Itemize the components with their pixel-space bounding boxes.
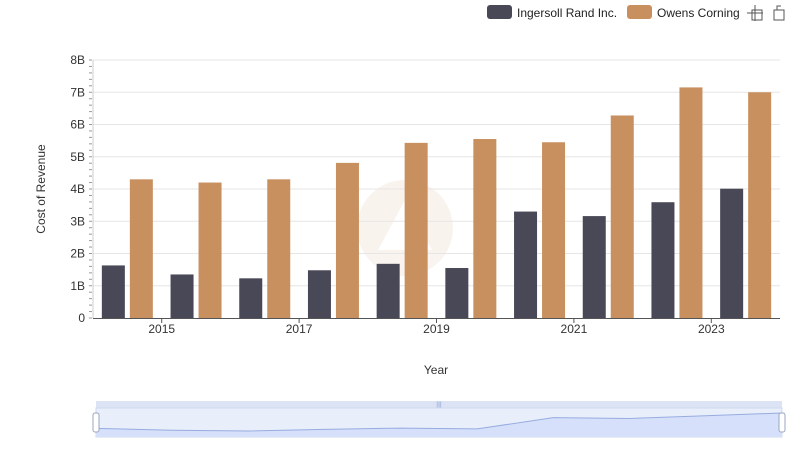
bar-ingersoll-2020[interactable] — [514, 211, 538, 318]
y-tick-label: 8B — [70, 53, 85, 67]
bar-ingersoll-2014[interactable] — [101, 265, 125, 318]
bar-owens-2020[interactable] — [542, 142, 566, 318]
navigator-line — [95, 412, 783, 432]
x-tick-label: 2023 — [698, 322, 725, 336]
legend-swatch-ingersoll — [487, 5, 512, 19]
x-tick-label: 2019 — [423, 322, 450, 336]
y-axis-title: Cost of Revenue — [34, 144, 48, 234]
data-zoom-navigator[interactable]: ||| — [92, 401, 786, 438]
legend-swatch-owens — [627, 5, 652, 19]
legend-item-ingersoll[interactable]: Ingersoll Rand Inc. — [487, 5, 617, 20]
y-tick-label: 4B — [70, 182, 85, 196]
bar-owens-2014[interactable] — [129, 179, 153, 318]
navigator-right-handle[interactable] — [778, 412, 786, 433]
bar-ingersoll-2016[interactable] — [239, 278, 263, 318]
legend-label-ingersoll: Ingersoll Rand Inc. — [517, 6, 617, 20]
x-tick-label: 2021 — [561, 322, 588, 336]
navigator-grip-icon[interactable]: ||| — [436, 402, 442, 409]
bar-owens-2018[interactable] — [404, 142, 428, 318]
bar-owens-2015[interactable] — [198, 182, 222, 318]
bar-owens-2017[interactable] — [335, 162, 359, 318]
bar-owens-2022[interactable] — [679, 87, 703, 318]
bar-ingersoll-2018[interactable] — [376, 263, 400, 318]
x-tick-label: 2015 — [148, 322, 175, 336]
bar-ingersoll-2017[interactable] — [307, 270, 331, 318]
legend: Ingersoll Rand Inc. Owens Corning — [487, 5, 740, 20]
y-tick-label: 5B — [70, 150, 85, 164]
y-minor-ticks — [89, 59, 92, 319]
y-tick-label: 1B — [70, 279, 85, 293]
y-tick-label: 0 — [78, 311, 85, 325]
navigator-top-bar — [96, 401, 782, 408]
zoom-reset-icon[interactable] — [773, 5, 785, 21]
bar-owens-2019[interactable] — [473, 139, 497, 318]
y-tick-label: 3B — [70, 214, 85, 228]
bar-ingersoll-2019[interactable] — [445, 268, 469, 318]
y-tick-label: 2B — [70, 247, 85, 261]
y-tick-label: 6B — [70, 118, 85, 132]
bar-ingersoll-2022[interactable] — [651, 202, 675, 318]
zoom-select-icon[interactable] — [747, 5, 763, 21]
bar-ingersoll-2023[interactable] — [720, 188, 744, 318]
bar-owens-2016[interactable] — [267, 179, 291, 318]
bars-group — [101, 87, 772, 318]
legend-label-owens: Owens Corning — [657, 6, 740, 20]
navigator-left-handle[interactable] — [92, 412, 100, 433]
bar-ingersoll-2021[interactable] — [582, 216, 606, 318]
x-tick-label: 2017 — [286, 322, 313, 336]
x-axis-title: Year — [424, 363, 448, 377]
legend-item-owens[interactable]: Owens Corning — [627, 5, 740, 20]
y-tick-label: 7B — [70, 85, 85, 99]
bar-owens-2021[interactable] — [610, 115, 634, 318]
x-tick-labels: 2015 2017 2019 2021 2023 — [148, 318, 725, 336]
bar-owens-2023[interactable] — [748, 92, 772, 318]
y-tick-labels: 0 1B 2B 3B 4B 5B 6B 7B 8B — [70, 53, 85, 325]
bar-ingersoll-2015[interactable] — [170, 274, 194, 318]
